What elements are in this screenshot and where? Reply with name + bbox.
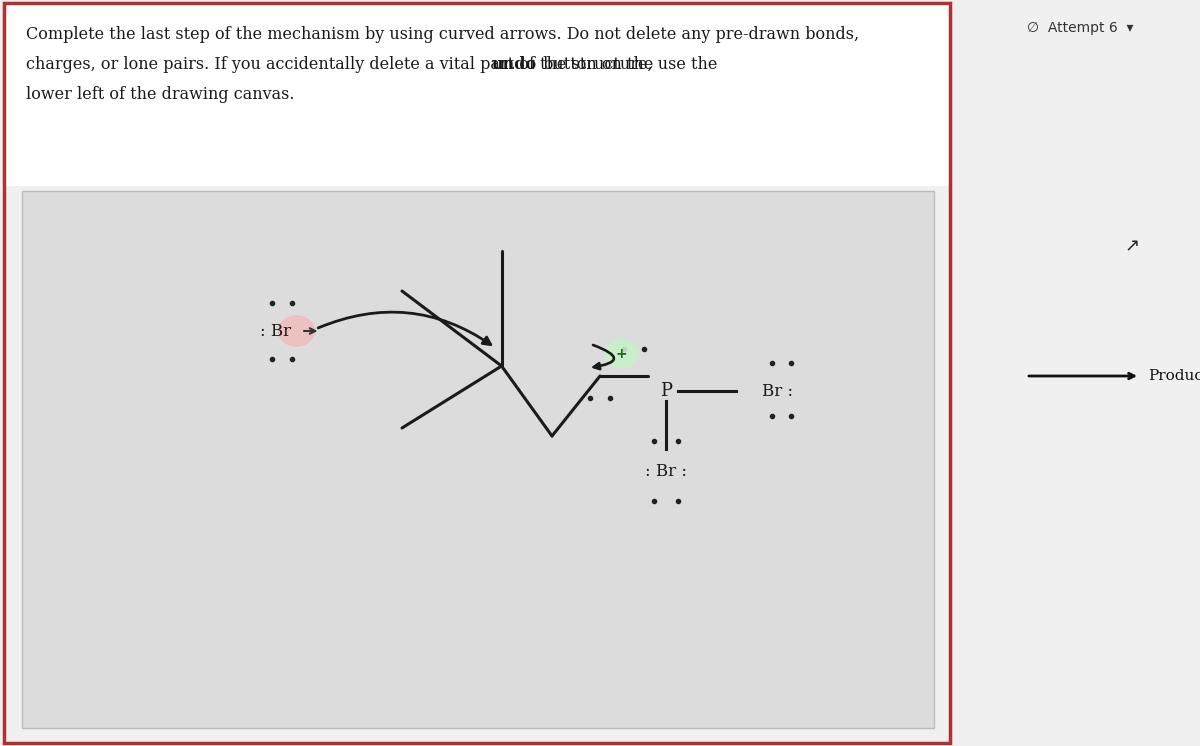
Text: Product: Product: [1148, 369, 1200, 383]
Text: +: +: [616, 347, 628, 361]
Circle shape: [605, 340, 638, 368]
Text: ↗: ↗: [1124, 237, 1139, 255]
Text: button on the: button on the: [538, 56, 653, 73]
Text: lower left of the drawing canvas.: lower left of the drawing canvas.: [26, 86, 295, 103]
Text: charges, or lone pairs. If you accidentally delete a vital part of the structure: charges, or lone pairs. If you accidenta…: [26, 56, 722, 73]
Text: : Br :: : Br :: [646, 463, 686, 480]
Bar: [22, 191, 934, 728]
Bar: [4, 3, 950, 186]
Circle shape: [278, 316, 314, 346]
Text: : Br: : Br: [260, 322, 292, 339]
FancyArrowPatch shape: [593, 345, 614, 369]
Text: undo: undo: [492, 56, 538, 73]
Text: Br :: Br :: [762, 383, 793, 400]
Text: ∅  Attempt 6  ▾: ∅ Attempt 6 ▾: [1027, 21, 1133, 35]
Text: P: P: [660, 382, 672, 400]
FancyArrowPatch shape: [318, 312, 491, 345]
Text: Complete the last step of the mechanism by using curved arrows. Do not delete an: Complete the last step of the mechanism …: [26, 26, 859, 43]
